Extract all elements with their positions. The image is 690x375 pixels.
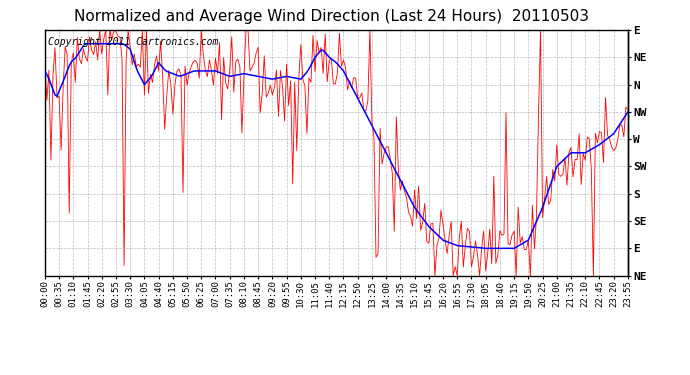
Text: Normalized and Average Wind Direction (Last 24 Hours)  20110503: Normalized and Average Wind Direction (L…	[74, 9, 589, 24]
Text: Copyright 2011 Cartronics.com: Copyright 2011 Cartronics.com	[48, 38, 218, 47]
